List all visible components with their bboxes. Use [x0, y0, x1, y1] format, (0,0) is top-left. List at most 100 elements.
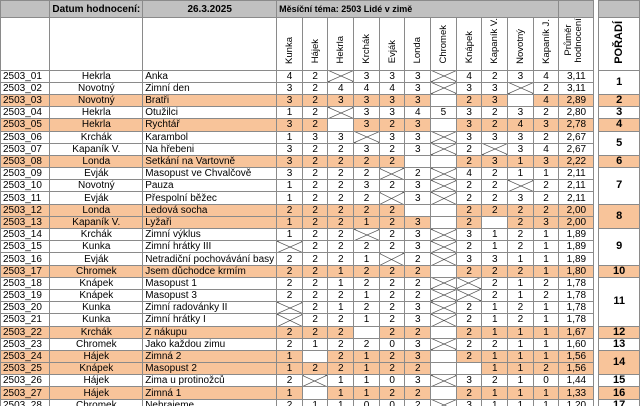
score-cell[interactable]: 2 [301, 228, 329, 242]
score-cell[interactable]: 2 [378, 264, 406, 278]
rank-cell[interactable]: 14 [598, 349, 640, 376]
score-cell[interactable]: 2 [481, 191, 509, 205]
photo-title[interactable]: Karambol [142, 130, 278, 144]
score-cell[interactable]: 2 [378, 276, 406, 290]
score-cell[interactable]: 2 [455, 179, 483, 193]
crossed-out-cell[interactable] [301, 386, 329, 400]
score-cell[interactable]: 3 [507, 191, 534, 205]
score-cell[interactable]: 3 [404, 301, 432, 315]
score-cell[interactable]: 1 [532, 167, 560, 181]
crossed-out-cell[interactable] [430, 398, 457, 406]
photo-title[interactable]: Zimná 2 [142, 349, 278, 364]
score-cell[interactable]: 2 [301, 93, 329, 108]
score-cell[interactable]: 0 [532, 374, 560, 388]
score-cell[interactable]: 2 [301, 118, 329, 132]
crossed-out-cell[interactable] [378, 167, 406, 181]
crossed-out-cell[interactable] [276, 313, 303, 327]
score-cell[interactable]: 4 [532, 142, 560, 156]
score-cell[interactable]: 2 [276, 337, 303, 351]
score-cell[interactable]: 3 [353, 118, 380, 132]
author[interactable]: Londa [49, 154, 144, 169]
rank-cell[interactable]: 8 [598, 203, 640, 230]
score-cell[interactable]: 2 [455, 203, 483, 217]
crossed-out-cell[interactable] [430, 228, 457, 242]
score-cell[interactable]: 2 [404, 386, 432, 400]
photo-title[interactable]: Jsem důchodce krmím [142, 264, 278, 278]
score-cell[interactable]: 3 [378, 106, 406, 120]
score-cell[interactable]: 2 [507, 313, 534, 327]
score-cell[interactable]: 1 [507, 337, 534, 351]
score-cell[interactable]: 3 [455, 106, 483, 120]
score-cell[interactable]: 2 [353, 264, 380, 278]
crossed-out-cell[interactable] [430, 374, 457, 388]
crossed-out-cell[interactable] [507, 93, 534, 108]
crossed-out-cell[interactable] [430, 215, 457, 230]
rank-cell[interactable]: 17 [598, 398, 640, 406]
score-cell[interactable]: 3 [455, 252, 483, 266]
rank-cell[interactable]: 16 [598, 386, 640, 400]
score-cell[interactable]: 1 [532, 386, 560, 400]
photo-title[interactable]: Masopust 1 [142, 276, 278, 290]
score-cell[interactable]: 1 [353, 252, 380, 266]
score-cell[interactable]: 2 [507, 240, 534, 254]
crossed-out-cell[interactable] [430, 313, 457, 327]
average-cell[interactable]: 1,89 [558, 252, 595, 266]
average-cell[interactable]: 3,11 [558, 69, 595, 83]
score-cell[interactable]: 3 [455, 398, 483, 406]
score-cell[interactable]: 2 [378, 386, 406, 400]
photo-id[interactable]: 2503_06 [0, 130, 51, 144]
score-cell[interactable]: 1 [353, 362, 380, 376]
author[interactable]: Evják [49, 252, 144, 266]
score-cell[interactable]: 1 [327, 301, 355, 315]
score-cell[interactable]: 3 [404, 130, 432, 144]
author[interactable]: Kapaník V. [49, 142, 144, 156]
average-cell[interactable]: 1,44 [558, 374, 595, 388]
photo-title[interactable]: Ledová socha [142, 203, 278, 217]
score-cell[interactable]: 3 [276, 93, 303, 108]
score-cell[interactable]: 1 [276, 191, 303, 205]
score-cell[interactable]: 2 [378, 154, 406, 169]
score-cell[interactable]: 1 [507, 362, 534, 376]
score-cell[interactable]: 3 [455, 228, 483, 242]
score-cell[interactable]: 2 [455, 337, 483, 351]
score-cell[interactable]: 1 [353, 313, 380, 327]
score-cell[interactable]: 1 [301, 337, 329, 351]
score-cell[interactable]: 2 [481, 264, 509, 278]
score-cell[interactable]: 2 [378, 288, 406, 303]
score-cell[interactable]: 2 [455, 93, 483, 108]
score-cell[interactable]: 1 [353, 374, 380, 388]
score-cell[interactable]: 2 [353, 240, 380, 254]
rank-cell[interactable]: 5 [598, 130, 640, 156]
score-cell[interactable]: 1 [532, 398, 560, 406]
score-cell[interactable]: 2 [378, 313, 406, 327]
score-cell[interactable]: 2 [327, 215, 355, 230]
photo-title[interactable]: Zimná 1 [142, 386, 278, 400]
score-cell[interactable]: 1 [327, 264, 355, 278]
score-cell[interactable]: 3 [455, 374, 483, 388]
score-cell[interactable]: 2 [327, 313, 355, 327]
score-cell[interactable]: 2 [327, 337, 355, 351]
crossed-out-cell[interactable] [430, 81, 457, 95]
score-cell[interactable]: 3 [532, 118, 560, 132]
average-cell[interactable]: 1,78 [558, 276, 595, 290]
crossed-out-cell[interactable] [430, 301, 457, 315]
score-cell[interactable]: 3 [353, 142, 380, 156]
photo-id[interactable]: 2503_01 [0, 69, 51, 83]
score-cell[interactable]: 1 [327, 374, 355, 388]
score-cell[interactable]: 3 [507, 106, 534, 120]
score-cell[interactable]: 2 [532, 179, 560, 193]
score-cell[interactable]: 3 [481, 154, 509, 169]
score-cell[interactable]: 2 [276, 374, 303, 388]
score-cell[interactable]: 1 [532, 313, 560, 327]
score-cell[interactable]: 3 [455, 81, 483, 95]
crossed-out-cell[interactable] [455, 288, 483, 303]
author[interactable]: Kunka [49, 240, 144, 254]
score-cell[interactable]: 2 [455, 240, 483, 254]
crossed-out-cell[interactable] [404, 203, 432, 217]
score-cell[interactable]: 3 [507, 142, 534, 156]
photo-title[interactable]: Bratři [142, 93, 278, 108]
score-cell[interactable]: 3 [378, 93, 406, 108]
score-cell[interactable]: 2 [276, 252, 303, 266]
photo-title[interactable]: Netradiční pochovávání basy [142, 252, 278, 266]
author[interactable]: Londa [49, 203, 144, 217]
